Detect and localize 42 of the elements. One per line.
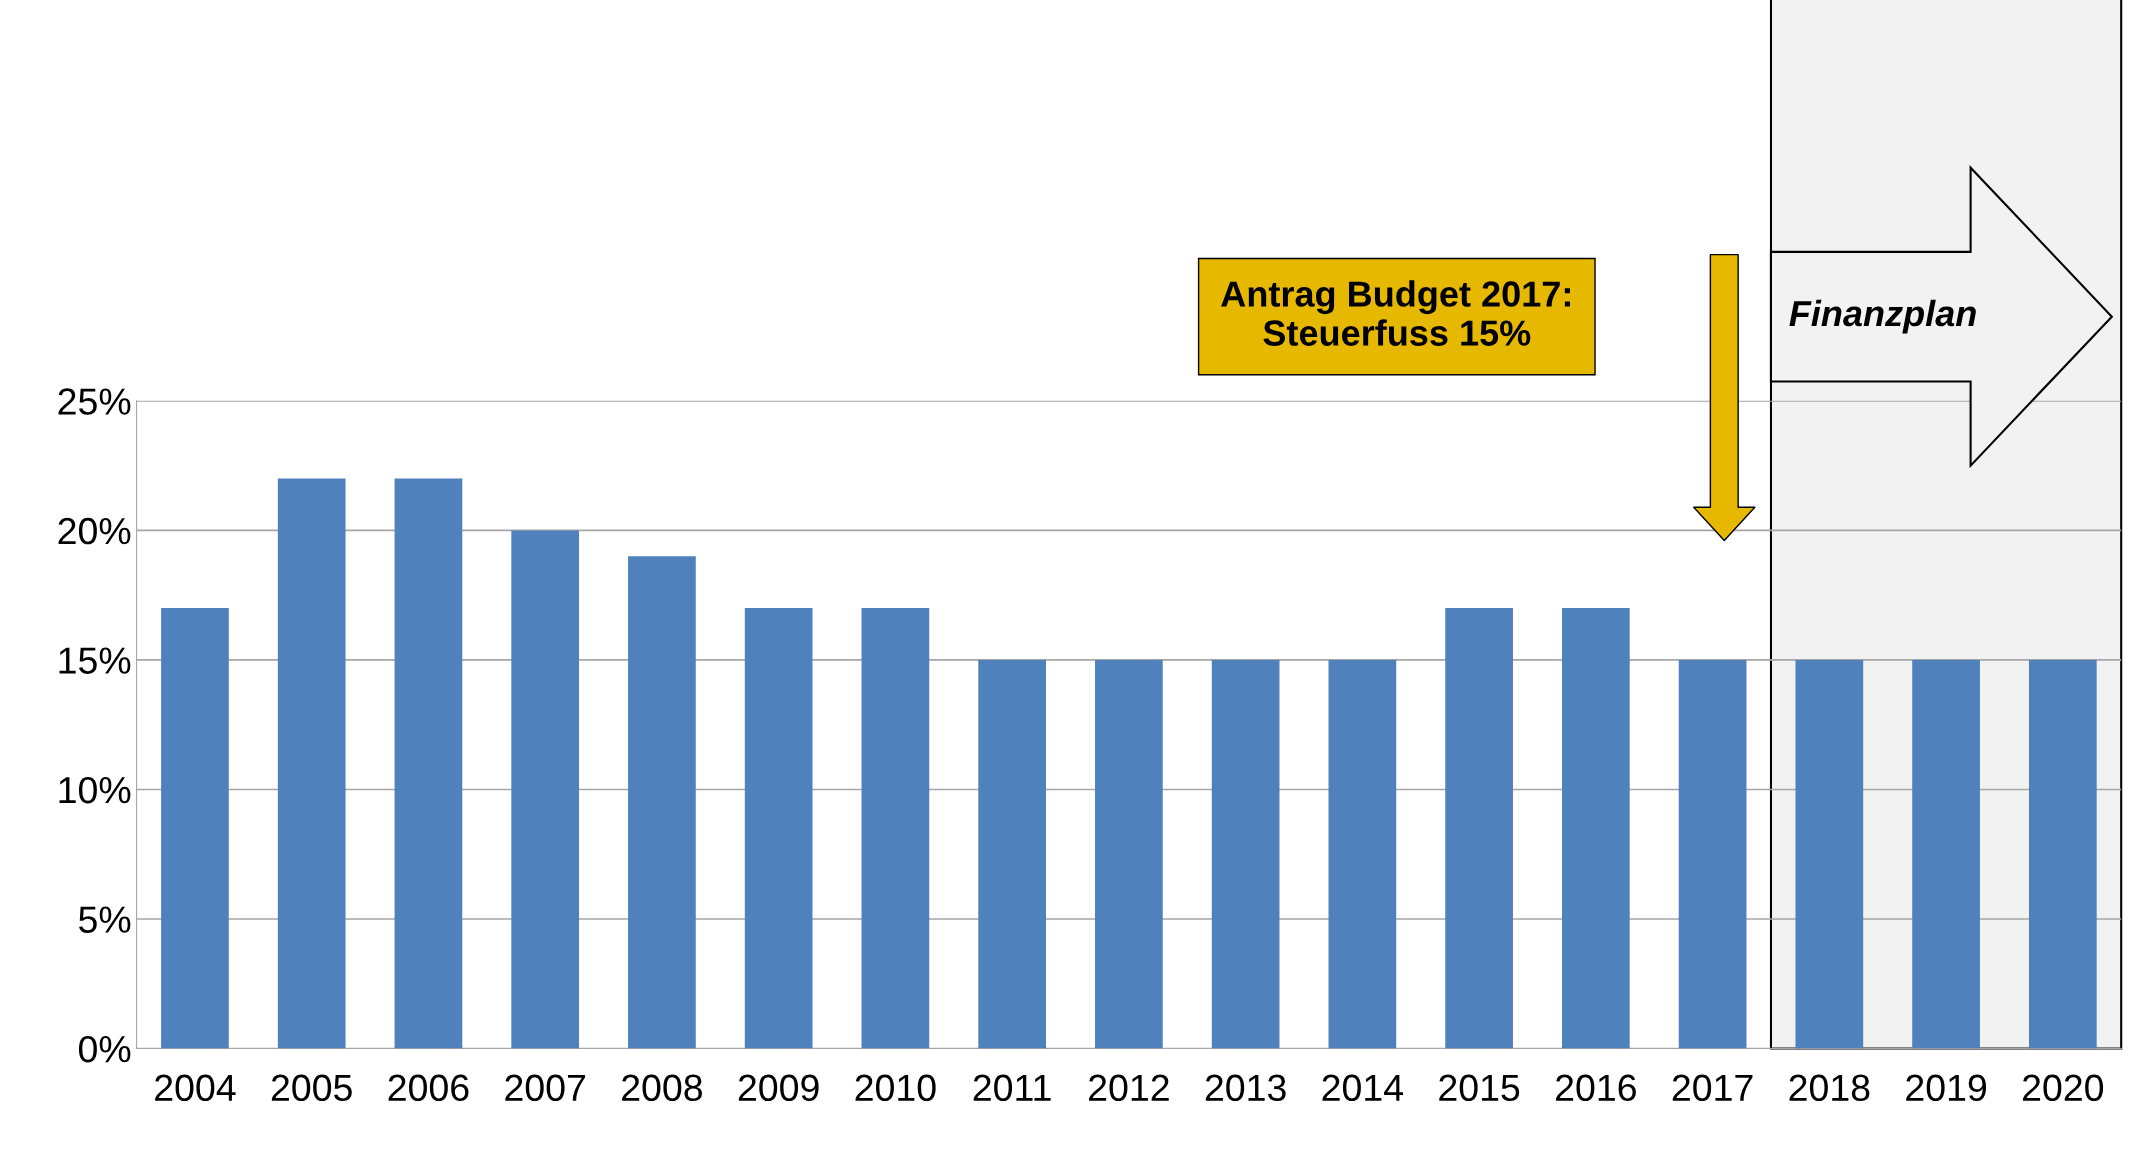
x-tick-label: 2014 [1322, 1074, 1403, 1102]
x-tick-label: 2017 [1672, 1074, 1753, 1102]
x-tick-label: 2020 [2023, 1074, 2104, 1102]
text: Antrag Budget 2017: Steuerfuss 15% [1221, 280, 1570, 346]
x-tick-label: 2010 [855, 1074, 936, 1102]
bar [161, 608, 229, 1049]
y-tick-label: 15% [59, 647, 131, 674]
x-tick-label: 2019 [1906, 1074, 1987, 1102]
x-tick-label: 2009 [738, 1074, 819, 1102]
bar [277, 478, 346, 1049]
x-tick-label: 2016 [1556, 1074, 1636, 1102]
bar [978, 659, 1046, 1049]
x-tick-label: 2013 [1205, 1074, 1286, 1102]
x-tick-label: 2007 [505, 1074, 586, 1102]
y-tick-label: 5% [79, 906, 131, 933]
x-tick-label: 2015 [1439, 1074, 1520, 1102]
y-tick-label: 20% [58, 517, 131, 545]
bar [1562, 608, 1630, 1049]
y-tick-label: 25% [58, 388, 131, 415]
bar [1912, 659, 1980, 1049]
x-tick-label: 2004 [155, 1074, 236, 1102]
bar [511, 530, 580, 1049]
x-tick-label: 2018 [1789, 1074, 1870, 1102]
bar [1211, 659, 1280, 1049]
band-label: Finanzplan [1789, 299, 1976, 334]
x-tick-label: 2006 [388, 1074, 469, 1102]
x-tick-label: 2005 [271, 1074, 352, 1102]
bar [1328, 659, 1397, 1049]
bar [1445, 608, 1513, 1049]
x-tick-label: 2012 [1089, 1074, 1169, 1102]
bar [744, 608, 813, 1049]
y-tick-label: 0% [78, 1035, 131, 1063]
bar [1095, 659, 1163, 1049]
y-tick-label: 10% [59, 776, 131, 804]
bar [394, 478, 463, 1049]
bar [628, 556, 696, 1049]
bar [1795, 659, 1864, 1049]
x-tick-label: 2008 [622, 1074, 702, 1102]
bar [2028, 659, 2097, 1049]
bar [1678, 659, 1747, 1049]
x-tick-label: 2011 [973, 1074, 1051, 1102]
bar [861, 608, 930, 1049]
